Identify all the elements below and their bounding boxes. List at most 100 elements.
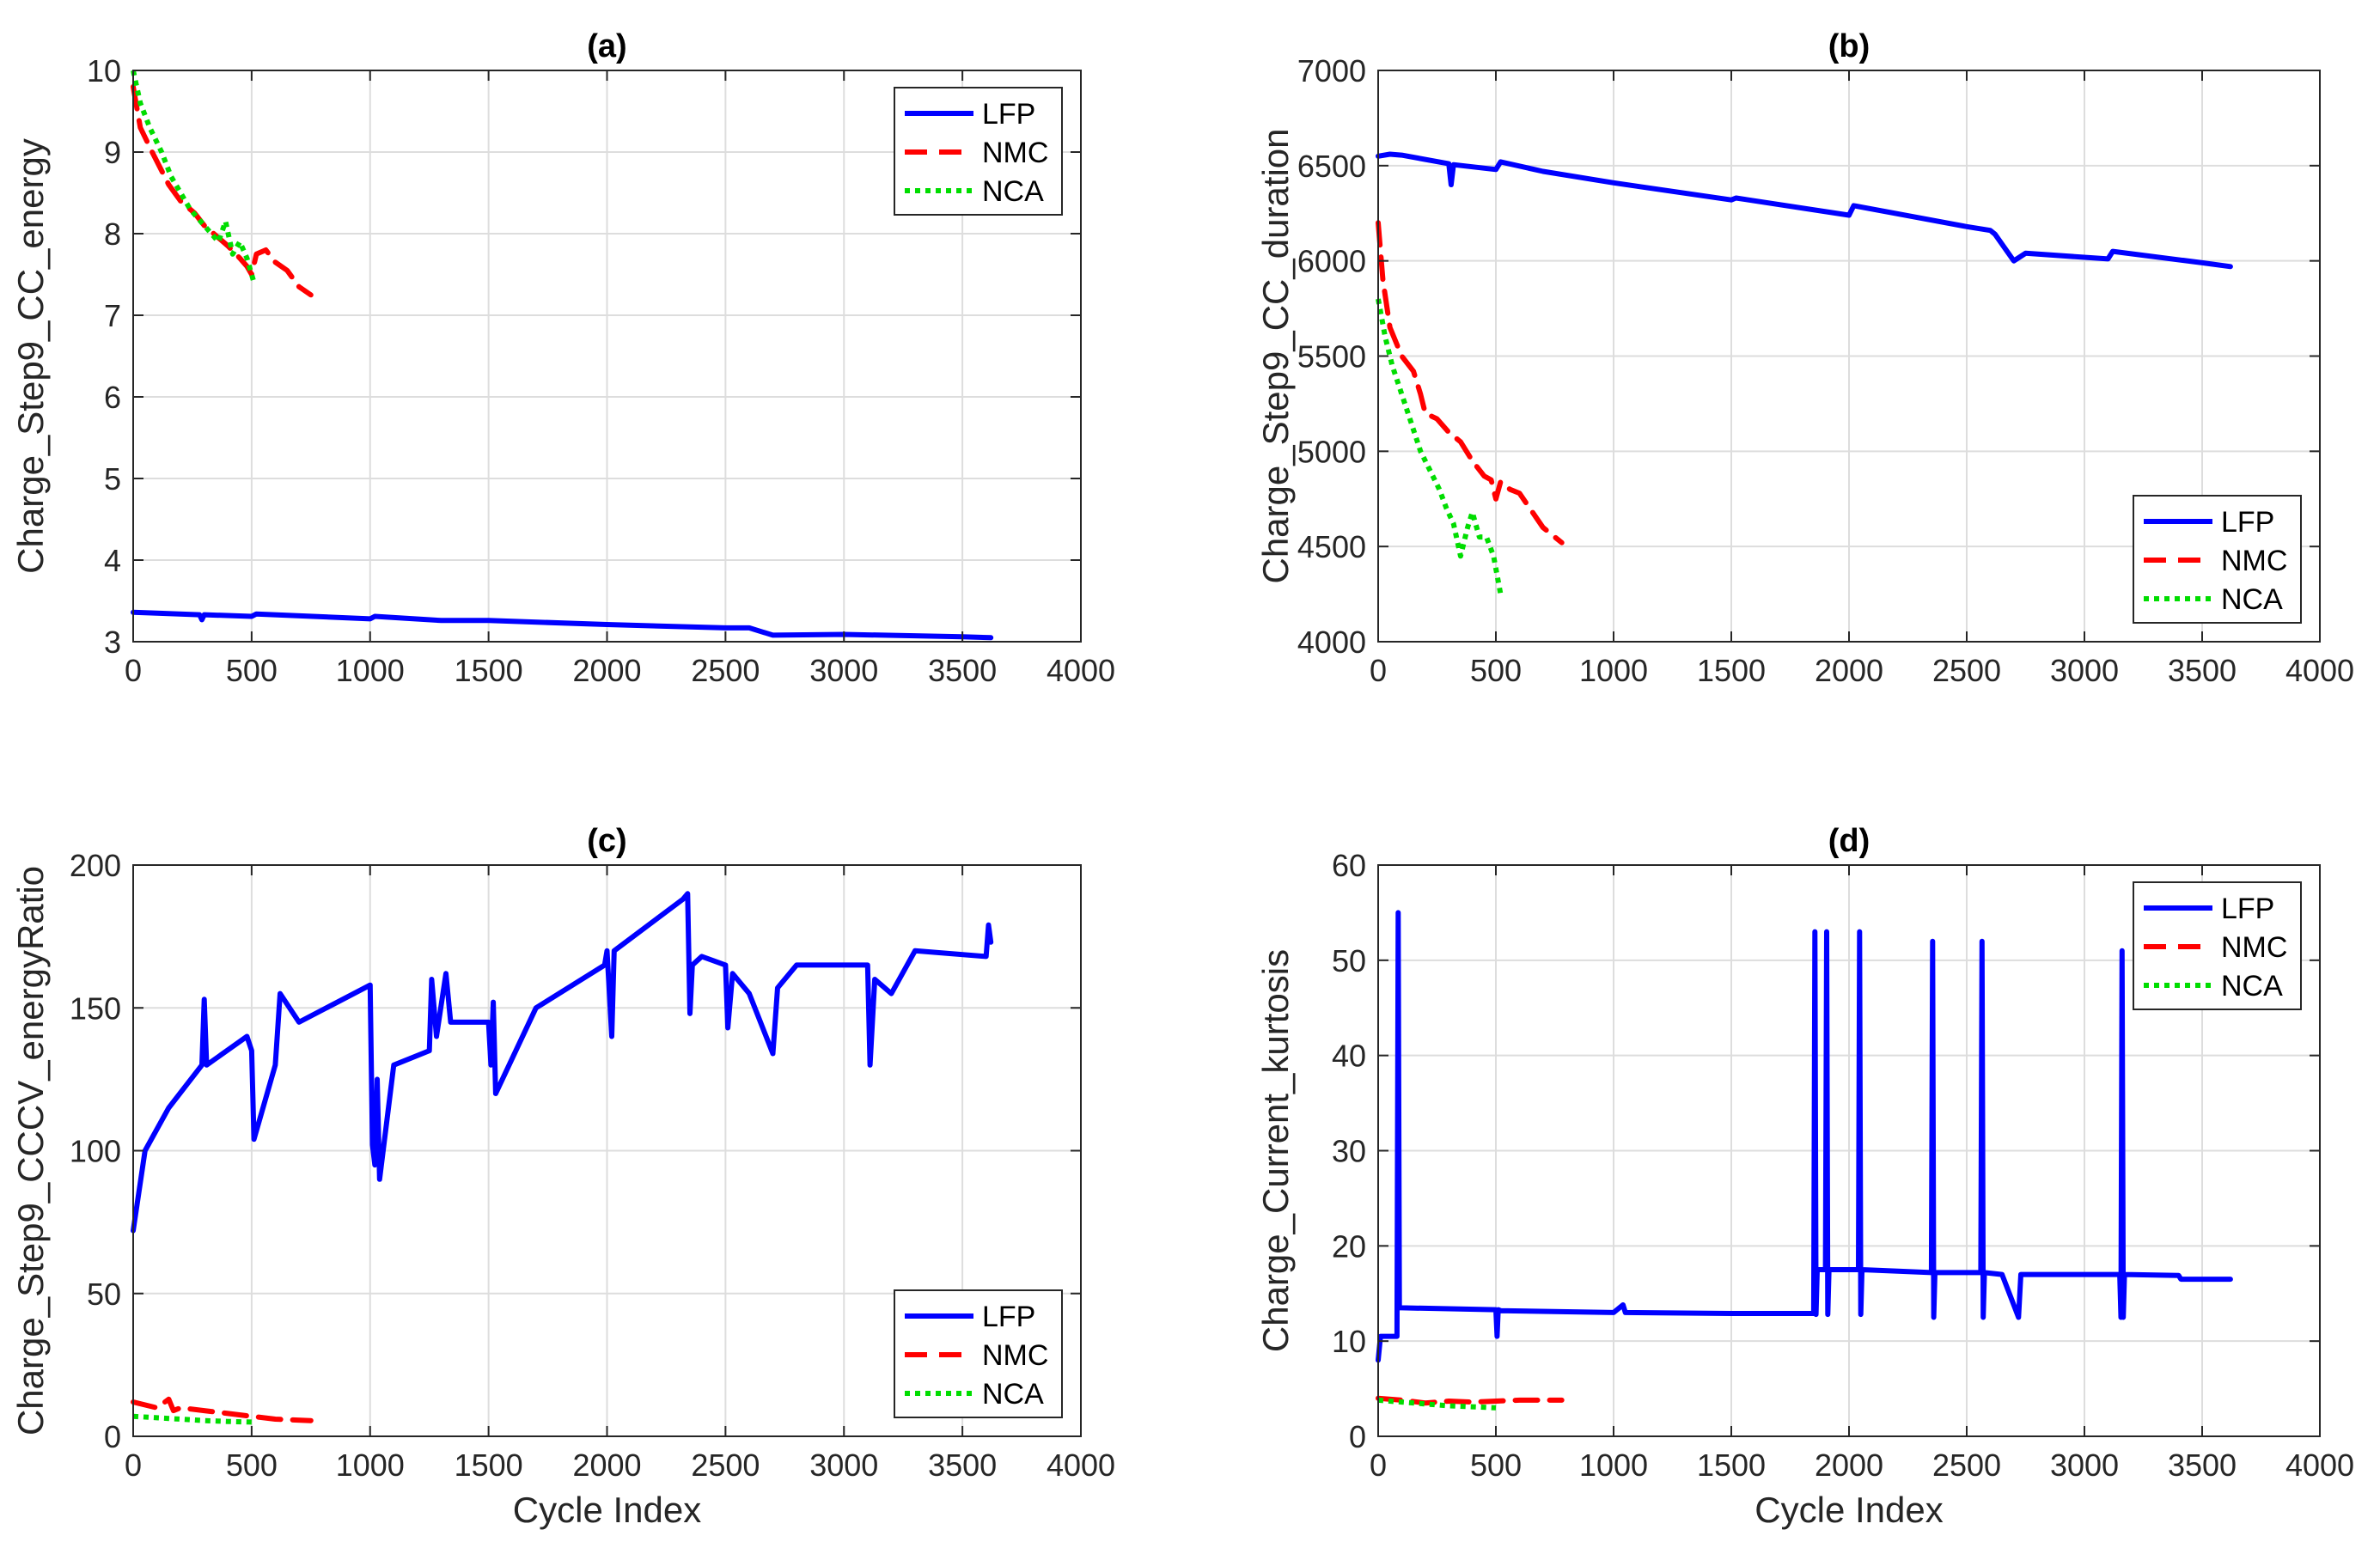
panel-a: 0 500 1000 1500 2000 2500 3000 3500 4000 3 4 5 6 7 8 9 1… (10, 28, 1115, 688)
x-tick-label: 3000 (2050, 1447, 2119, 1483)
x-tick-label: 3000 (809, 1447, 878, 1483)
x-tick-label: 4000 (1047, 653, 1115, 688)
x-tick-label: 4000 (2285, 653, 2354, 688)
panel-d: 0 500 1000 1500 2000 2500 3000 3500 4000 0 10 20 30 4… (1255, 823, 2354, 1530)
panel-b: 0 500 1000 1500 2000 2500 3000 3500 4000 4000 4500… (1255, 28, 2354, 688)
series-line-lfp (131, 891, 994, 1234)
x-tick-label: 2500 (691, 653, 760, 688)
x-tick-label: 500 (1470, 1447, 1522, 1483)
y-tick-label: 3 (104, 625, 121, 660)
legend-label-lfp: LFP (982, 1301, 1035, 1333)
x-tick-label: 0 (125, 1447, 142, 1483)
legend-label-nca: NCA (982, 1378, 1044, 1411)
series-line-lfp (131, 609, 994, 641)
x-tick-label: 500 (1470, 653, 1522, 688)
panel-title: (d) (1828, 823, 1870, 859)
legend-label-nmc: NMC (2221, 931, 2287, 964)
y-tick-label: 6500 (1297, 149, 1366, 184)
series-line-lfp (1376, 151, 2233, 270)
panel-title: (c) (587, 823, 626, 859)
y-axis-label: Charge_Step9_CCCV_energyRatio (10, 866, 51, 1435)
legend-label-nca: NCA (2221, 970, 2283, 1003)
x-tick-label: 3500 (928, 1447, 997, 1483)
legend: LFP NMC NCA (894, 87, 1063, 216)
legend-label-nmc: NMC (982, 1339, 1048, 1372)
y-tick-label: 6000 (1297, 244, 1366, 279)
panel-title: (a) (587, 28, 626, 64)
legend-label-lfp: LFP (2221, 893, 2274, 925)
y-tick-label: 0 (1349, 1419, 1366, 1454)
legend-label-nmc: NMC (2221, 545, 2287, 577)
legend-label-nca: NCA (2221, 583, 2283, 616)
x-tick-label: 2000 (1815, 1447, 1883, 1483)
legend: LFP NMC NCA (894, 1289, 1063, 1418)
x-tick-label: 2000 (1815, 653, 1883, 688)
x-tick-label: 3500 (928, 653, 997, 688)
y-tick-label: 10 (87, 53, 121, 88)
x-tick-label: 3000 (2050, 653, 2119, 688)
x-tick-label: 3500 (2168, 1447, 2237, 1483)
series-line-nmc (1376, 1395, 1565, 1406)
y-tick-label: 150 (70, 990, 121, 1026)
y-tick-label: 60 (1332, 848, 1366, 883)
x-axis-label: Cycle Index (513, 1490, 701, 1530)
y-axis-label: Charge_Current_kurtosis (1255, 949, 1296, 1352)
y-tick-label: 5500 (1297, 339, 1366, 375)
y-tick-label: 30 (1332, 1134, 1366, 1169)
y-tick-label: 40 (1332, 1039, 1366, 1074)
x-tick-label: 1500 (455, 1447, 523, 1483)
x-tick-label: 2500 (1932, 1447, 2001, 1483)
x-tick-label: 0 (1370, 653, 1387, 688)
x-tick-label: 1000 (336, 1447, 405, 1483)
series-line-nca (1376, 298, 1504, 595)
y-tick-label: 100 (70, 1134, 121, 1169)
legend-label-lfp: LFP (982, 98, 1035, 131)
x-tick-label: 2500 (1932, 653, 2001, 688)
x-tick-label: 1500 (455, 653, 523, 688)
x-tick-label: 4000 (2285, 1447, 2354, 1483)
y-tick-label: 200 (70, 848, 121, 883)
y-tick-label: 4500 (1297, 529, 1366, 564)
series-line-nmc (1376, 220, 1565, 545)
x-tick-label: 2000 (572, 1447, 641, 1483)
x-tick-label: 1000 (336, 653, 405, 688)
y-tick-label: 20 (1332, 1228, 1366, 1264)
y-axis-label: Charge_Step9_CC_duration (1255, 128, 1296, 583)
y-tick-label: 50 (1332, 943, 1366, 978)
y-tick-label: 9 (104, 135, 121, 170)
series-line-lfp (1376, 910, 2233, 1363)
y-tick-label: 7 (104, 298, 121, 333)
x-tick-label: 500 (226, 1447, 278, 1483)
x-tick-label: 2500 (691, 1447, 760, 1483)
series-line-nmc (131, 1396, 314, 1423)
x-tick-label: 1000 (1579, 653, 1648, 688)
x-tick-label: 3500 (2168, 653, 2237, 688)
legend-label-nmc: NMC (982, 137, 1048, 169)
x-tick-label: 1000 (1579, 1447, 1648, 1483)
y-tick-label: 0 (104, 1419, 121, 1454)
x-tick-label: 500 (226, 653, 278, 688)
legend: LFP NMC NCA (2133, 881, 2302, 1010)
x-tick-label: 1500 (1697, 1447, 1766, 1483)
series-line-nmc (131, 84, 314, 298)
legend-label-nca: NCA (982, 175, 1044, 208)
x-tick-label: 0 (1370, 1447, 1387, 1483)
x-tick-label: 3000 (809, 653, 878, 688)
y-axis-label: Charge_Step9_CC_energy (10, 138, 51, 574)
y-tick-label: 4 (104, 543, 121, 578)
panel-title: (b) (1828, 28, 1870, 64)
legend-label-lfp: LFP (2221, 506, 2274, 539)
x-tick-label: 2000 (572, 653, 641, 688)
y-tick-label: 4000 (1297, 625, 1366, 660)
y-tick-label: 8 (104, 216, 121, 252)
y-tick-label: 5000 (1297, 434, 1366, 469)
y-tick-label: 6 (104, 380, 121, 415)
y-tick-label: 50 (87, 1277, 121, 1312)
y-tick-label: 7000 (1297, 53, 1366, 88)
x-tick-label: 0 (125, 653, 142, 688)
legend: LFP NMC NCA (2133, 495, 2302, 624)
x-axis-label: Cycle Index (1754, 1490, 1943, 1530)
y-tick-label: 5 (104, 461, 121, 497)
series-line-nca (131, 70, 257, 283)
